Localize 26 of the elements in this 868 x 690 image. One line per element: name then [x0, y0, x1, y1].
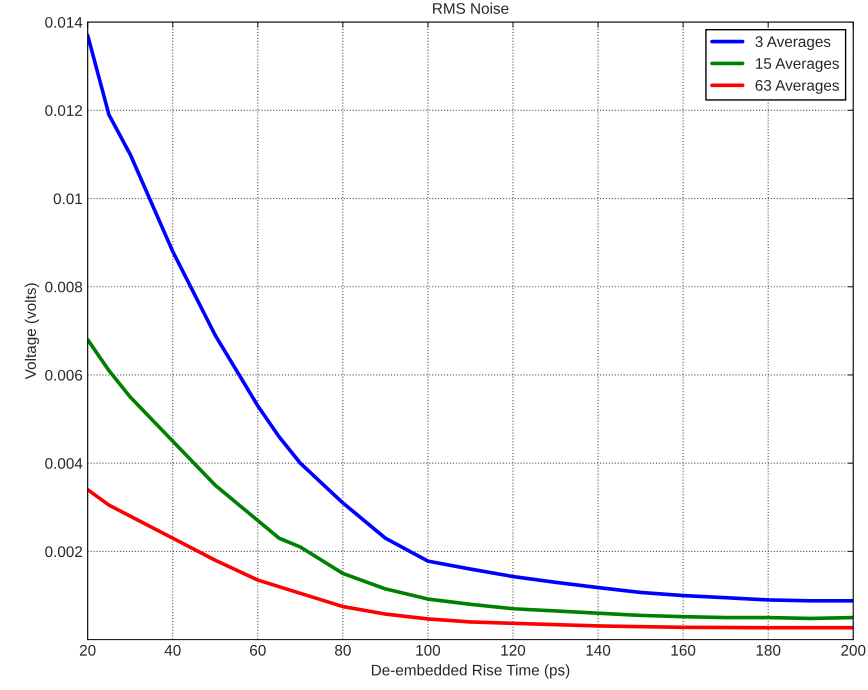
- line-series: [88, 488, 854, 630]
- x-tick-label: 80: [335, 644, 351, 656]
- y-tick-label: 0.008: [45, 282, 82, 292]
- x-tick-label: 180: [756, 644, 780, 656]
- x-tick-label: 100: [416, 644, 440, 656]
- x-tick-label: 160: [672, 644, 696, 656]
- line-series: [88, 338, 854, 620]
- line-series: [88, 34, 854, 603]
- x-tick-label: 120: [501, 644, 526, 656]
- chart-title: RMS Noise: [433, 2, 508, 14]
- y-tick-label: 0.014: [45, 16, 82, 28]
- y-tick-label: 0.012: [45, 105, 82, 116]
- y-tick-label: 0.002: [45, 546, 82, 558]
- x-tick-label: 40: [164, 644, 181, 656]
- legend-label: 63 Averages: [756, 80, 839, 94]
- legend-label: 3 Averages: [755, 36, 830, 50]
- y-tick-label: 0.006: [45, 370, 82, 381]
- x-tick-label: 60: [250, 644, 266, 656]
- legend-label: 15 Averages: [756, 58, 839, 72]
- y-tick-label: 0.01: [54, 193, 82, 204]
- y-tick-label: 0.004: [45, 458, 82, 469]
- x-tick-label: 20: [80, 644, 96, 656]
- x-axis-title: De-embedded Rise Time (ps): [372, 664, 570, 679]
- x-tick-label: 140: [586, 644, 610, 656]
- y-axis-title: Voltage (volts): [24, 283, 40, 380]
- x-tick-label: 200: [841, 644, 866, 656]
